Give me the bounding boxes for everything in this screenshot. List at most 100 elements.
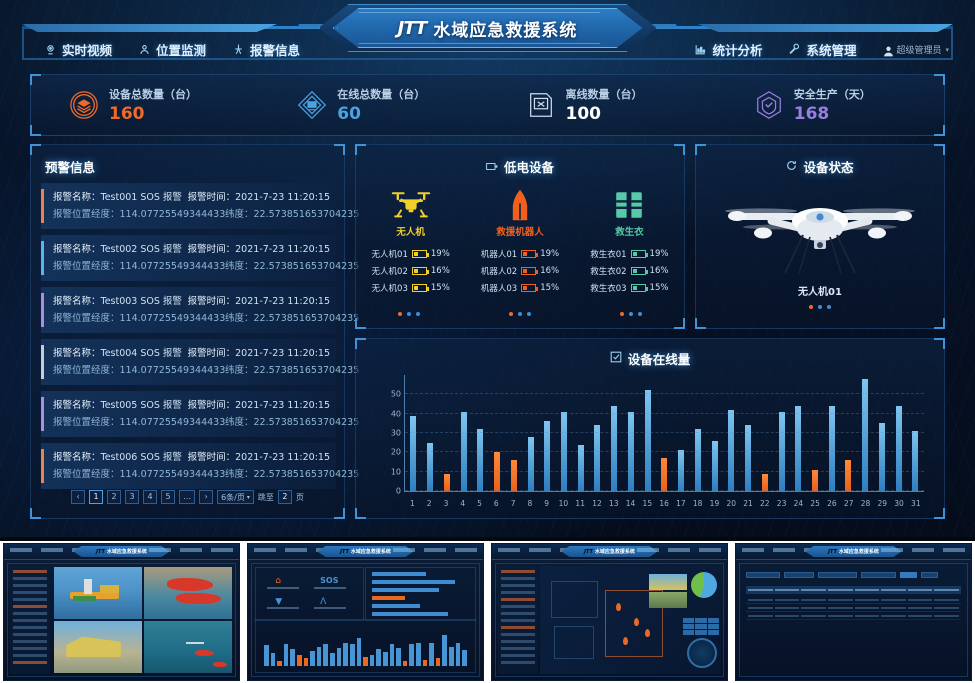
chart-bar[interactable]	[761, 473, 768, 491]
chart-bar-column	[556, 375, 573, 491]
chart-bar[interactable]	[627, 411, 634, 491]
pagination-page[interactable]: 3	[125, 490, 140, 504]
low-battery-carousel-dots[interactable]	[356, 312, 684, 316]
alert-item[interactable]: 报警名称：Test005 SOS 报警 报警时间：2021-7-23 11:20…	[41, 391, 359, 437]
chart-bar[interactable]	[544, 421, 551, 491]
chart-bar[interactable]	[912, 431, 919, 491]
thumb-bar	[389, 643, 395, 666]
chart-bar[interactable]	[778, 411, 785, 491]
page-size-select[interactable]: 6条/页 ▾	[217, 490, 254, 504]
low-battery-cell: 无人机03 15%	[356, 279, 465, 296]
chart-bar-column	[823, 375, 840, 491]
drone-icon	[390, 189, 432, 221]
chart-bar[interactable]	[644, 390, 651, 491]
pagination-page[interactable]: 1	[89, 490, 104, 504]
chart-bar[interactable]	[711, 440, 718, 491]
nav-item-location-monitor[interactable]: 位置监测	[138, 40, 206, 59]
category-rescue-robot[interactable]: 救援机器人	[465, 189, 574, 238]
pagination-page[interactable]: 5	[161, 490, 176, 504]
pagination-ellipsis[interactable]: …	[179, 490, 196, 504]
chart-bar-column	[907, 375, 924, 491]
chart-bar[interactable]	[845, 460, 852, 491]
alert-item[interactable]: 报警名称：Test001 SOS 报警 报警时间：2021-7-23 11:20…	[41, 183, 359, 229]
pagination-page[interactable]: 4	[143, 490, 158, 504]
chart-x-tick: 26	[827, 499, 837, 508]
chart-bar[interactable]	[410, 415, 417, 491]
pagination-page[interactable]: 2	[107, 490, 122, 504]
category-drone[interactable]: 无人机	[356, 189, 465, 238]
alerts-panel: 预警信息 报警名称：Test001 SOS 报警 报警时间：2021-7-23 …	[30, 144, 359, 519]
thumb-nav-right	[393, 548, 477, 552]
chart-bar-column	[539, 375, 556, 491]
device-carousel-dots[interactable]	[696, 305, 944, 309]
carousel-dot[interactable]	[620, 312, 624, 316]
chart-bar[interactable]	[878, 423, 885, 491]
alert-item[interactable]: 报警名称：Test004 SOS 报警 报警时间：2021-7-23 11:20…	[41, 339, 359, 385]
nav-item-system-management[interactable]: 系统管理	[788, 40, 856, 59]
chart-bar[interactable]	[460, 411, 467, 491]
chart-bar-column	[689, 375, 706, 491]
chart-bar[interactable]	[477, 429, 484, 491]
category-life-vest[interactable]: 救生衣	[575, 189, 684, 238]
device-label: 无人机02	[371, 266, 408, 277]
nav-item-alarm-info[interactable]: 报警信息	[232, 40, 300, 59]
header-wing-left	[22, 24, 277, 32]
carousel-dot[interactable]	[638, 312, 642, 316]
thumbnail-location-monitor[interactable]: JTT 水域应急救援系统	[491, 543, 728, 681]
camera-icon	[44, 43, 57, 56]
carousel-dot[interactable]	[818, 305, 822, 309]
chart-bar[interactable]	[895, 405, 902, 491]
chart-bar[interactable]	[510, 460, 517, 491]
chart-bar[interactable]	[494, 452, 501, 491]
chart-bar[interactable]	[611, 405, 618, 491]
carousel-dot[interactable]	[629, 312, 633, 316]
video-tile	[54, 621, 142, 673]
carousel-dot[interactable]	[416, 312, 420, 316]
chart-bar[interactable]	[594, 425, 601, 491]
thumbnail-statistics[interactable]: JTT 水域应急救援系统 ⌂ SOS ▼ Λ	[247, 543, 484, 681]
nav-item-statistics[interactable]: 统计分析	[694, 40, 762, 59]
thumbnail-system-management[interactable]: JTT 水域应急救援系统	[735, 543, 972, 681]
carousel-dot[interactable]	[809, 305, 813, 309]
carousel-dot[interactable]	[398, 312, 402, 316]
chart-bar[interactable]	[694, 429, 701, 491]
alert-item[interactable]: 报警名称：Test006 SOS 报警 报警时间：2021-7-23 11:20…	[41, 443, 359, 489]
thumb-header: JTT 水域应急救援系统	[248, 544, 483, 560]
battery-level-icon	[521, 249, 539, 258]
nav-left: 实时视频 位置监测 报警信息	[44, 40, 300, 59]
chart-bar[interactable]	[443, 473, 450, 491]
carousel-dot[interactable]	[509, 312, 513, 316]
chart-x-tick: 19	[709, 499, 720, 508]
thumbnail-live-video[interactable]: JTT 水域应急救援系统	[3, 543, 240, 681]
chart-bar[interactable]	[745, 425, 752, 491]
chart-bar[interactable]	[811, 469, 818, 491]
stat-online-devices: 在线总数量（台） 60	[259, 86, 487, 124]
carousel-dot[interactable]	[518, 312, 522, 316]
jump-page-input[interactable]: 2	[277, 490, 292, 504]
chart-bar[interactable]	[728, 409, 735, 491]
chart-bar[interactable]	[795, 405, 802, 491]
carousel-dot[interactable]	[527, 312, 531, 316]
chart-bar[interactable]	[828, 405, 835, 491]
user-menu[interactable]: 超级管理员 ▾	[882, 43, 949, 56]
nav-item-live-video[interactable]: 实时视频	[44, 40, 112, 59]
alert-item[interactable]: 报警名称：Test002 SOS 报警 报警时间：2021-7-23 11:20…	[41, 235, 359, 281]
chart-bar[interactable]	[577, 444, 584, 491]
thumb-bar	[336, 648, 342, 666]
alert-item[interactable]: 报警名称：Test003 SOS 报警 报警时间：2021-7-23 11:20…	[41, 287, 359, 333]
alert-latitude: 纬度：22.573851653704235	[225, 417, 360, 428]
carousel-dot[interactable]	[827, 305, 831, 309]
thumb-body	[7, 563, 236, 677]
chart-bar[interactable]	[678, 450, 685, 491]
alert-time: 报警时间：2021-7-23 11:20:15	[187, 296, 330, 307]
chart-bar[interactable]	[661, 458, 668, 491]
carousel-dot[interactable]	[407, 312, 411, 316]
chart-bar[interactable]	[862, 378, 869, 491]
chart-bar[interactable]	[527, 436, 534, 491]
pagination-prev[interactable]: ‹	[71, 490, 86, 504]
alert-longitude: 报警位置经度：114.07725549344433	[53, 261, 226, 272]
pagination-next[interactable]: ›	[199, 490, 214, 504]
chart-bar[interactable]	[560, 411, 567, 491]
battery-percent: 15%	[540, 282, 560, 293]
chart-bar[interactable]	[427, 442, 434, 491]
